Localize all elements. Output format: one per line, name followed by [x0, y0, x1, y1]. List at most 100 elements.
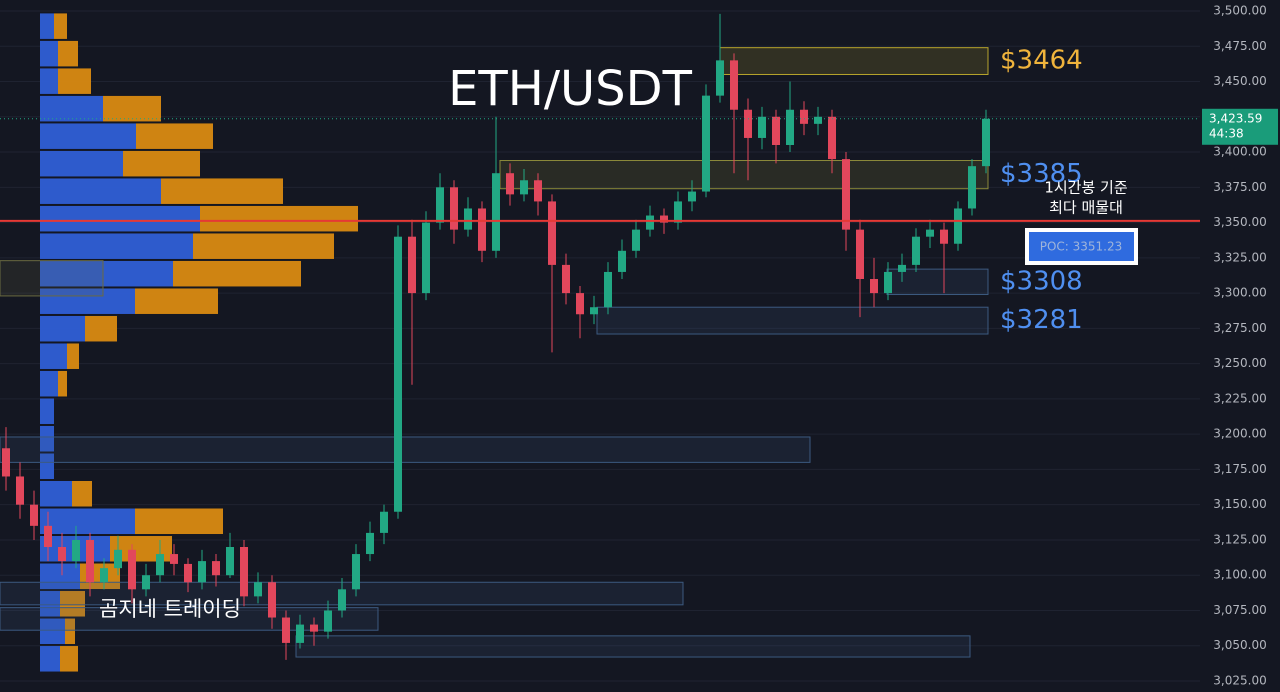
profile-buy [40, 68, 58, 94]
candle-body [800, 109, 808, 124]
candle-body [632, 229, 640, 251]
candle-body [870, 279, 878, 294]
candle-body [128, 549, 136, 590]
profile-buy [40, 563, 80, 590]
y-tick-label: 3,325.00 [1213, 250, 1266, 264]
candle-body [324, 610, 332, 632]
profile-buy [40, 646, 60, 672]
y-tick-label: 3,050.00 [1213, 638, 1266, 652]
candle-body [464, 208, 472, 230]
candle-body [562, 264, 570, 294]
candle-body [240, 546, 248, 597]
profile-buy [40, 370, 58, 397]
candle-body [142, 575, 150, 590]
candle-body [2, 448, 10, 477]
profile-buy [40, 591, 60, 617]
y-tick-label: 3,125.00 [1213, 532, 1266, 546]
y-tick-label: 3,175.00 [1213, 462, 1266, 476]
y-tick-label: 3,450.00 [1213, 74, 1266, 88]
profile-buy [40, 233, 193, 259]
profile-sell [193, 233, 334, 259]
candle-body [58, 546, 66, 562]
profile-sell [72, 480, 92, 507]
last-price-label: 3,423.59 [1209, 111, 1262, 125]
y-tick-label: 3,275.00 [1213, 321, 1266, 335]
profile-buy [40, 40, 58, 67]
profile-buy [40, 260, 173, 287]
candle-body [940, 229, 948, 244]
candle-body [856, 229, 864, 280]
profile-sell [60, 591, 85, 617]
candle-body [30, 504, 38, 526]
profile-buy [40, 508, 135, 535]
candle-body [450, 187, 458, 230]
level-label: $3464 [1000, 46, 1083, 76]
candle-body [268, 582, 276, 618]
candle-body [254, 582, 262, 597]
candle-body [310, 624, 318, 632]
profile-buy [40, 480, 72, 507]
price-zone [596, 306, 989, 335]
candle-body [744, 109, 752, 138]
price-zone [295, 635, 971, 658]
profile-buy [40, 315, 85, 342]
y-tick-label: 3,400.00 [1213, 145, 1266, 159]
candle-body [16, 476, 24, 505]
candle-body [590, 307, 598, 315]
candle-body [702, 95, 710, 192]
candle-body [100, 568, 108, 583]
y-tick-label: 3,500.00 [1213, 4, 1266, 18]
candle-body [422, 222, 430, 294]
profile-buy [40, 288, 135, 314]
candle-body [156, 554, 164, 576]
candle-body [114, 549, 122, 569]
candle-body [646, 215, 654, 230]
profile-sell [123, 150, 200, 177]
candle-body [492, 173, 500, 251]
profile-sell [161, 178, 283, 204]
y-tick-label: 3,225.00 [1213, 391, 1266, 405]
y-tick-label: 3,300.00 [1213, 286, 1266, 300]
profile-buy [40, 95, 103, 122]
watermark: 곰지네 트레이딩 [99, 597, 241, 621]
candle-body [814, 116, 822, 124]
candle-body [604, 271, 612, 308]
poc-label: POC: 3351.23 [1040, 240, 1123, 254]
candle-body [296, 624, 304, 643]
candle-body [982, 118, 990, 167]
y-tick-label: 3,250.00 [1213, 356, 1266, 370]
candle-body [380, 511, 388, 533]
candle-body [226, 546, 234, 576]
candle-body [786, 109, 794, 146]
chart-title: ETH/USDT [448, 61, 692, 117]
candle-body [184, 563, 192, 583]
candle-body [408, 236, 416, 294]
candle-body [954, 208, 962, 244]
profile-sell [200, 205, 358, 232]
candle-body [548, 201, 556, 265]
profile-sell [58, 370, 67, 397]
profile-buy [40, 150, 123, 177]
profile-sell [103, 95, 161, 122]
profile-sell [60, 646, 78, 672]
profile-buy [40, 123, 136, 149]
profile-sell [173, 260, 301, 287]
candle-body [730, 60, 738, 110]
last-price-timer: 44:38 [1209, 126, 1244, 140]
price-zone [719, 47, 989, 75]
y-tick-label: 3,375.00 [1213, 180, 1266, 194]
y-tick-label: 3,350.00 [1213, 215, 1266, 229]
candle-body [352, 554, 360, 590]
profile-buy [40, 178, 161, 204]
candle-body [534, 180, 542, 202]
price-zone [0, 260, 104, 297]
candle-body [968, 166, 976, 209]
profile-buy [40, 425, 54, 452]
profile-buy [40, 398, 54, 424]
candle-body [520, 180, 528, 195]
profile-sell [67, 343, 79, 369]
y-tick-label: 3,075.00 [1213, 603, 1266, 617]
